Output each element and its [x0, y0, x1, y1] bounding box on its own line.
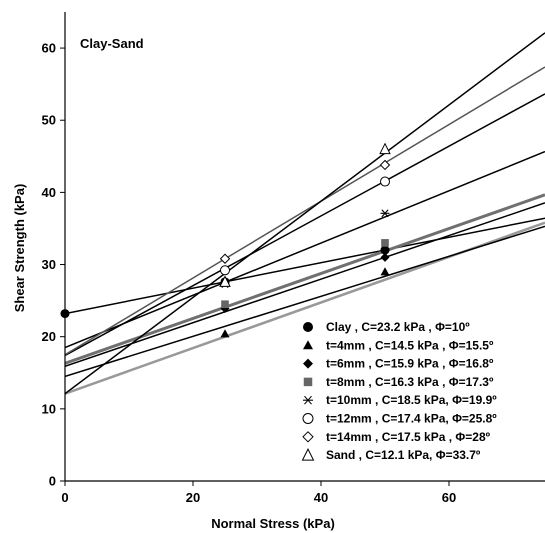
- legend-marker-t-6mm: [303, 358, 313, 369]
- data-point-t-4mm: [380, 267, 390, 276]
- legend-marker-t-8mm: [303, 377, 313, 387]
- legend-marker-t-4mm: [303, 340, 313, 350]
- fit-line-t-14mm: [65, 66, 545, 356]
- axes: 0 10 20 30 40 50 60 0 20 40 60: [42, 12, 545, 505]
- data-point-clay: [380, 245, 390, 255]
- legend: Clay , C=23.2 kPa , Φ=10º t=4mm , C=14.5 …: [301, 320, 497, 462]
- y-tick-label: 30: [42, 257, 56, 272]
- data-point-t-14mm: [379, 159, 391, 171]
- data-point-sand: [379, 142, 391, 155]
- fit-line-clay: [65, 217, 545, 315]
- data-point-t-4mm: [220, 329, 230, 338]
- data-point-t-8mm: [221, 300, 229, 309]
- data-point-t-14mm: [219, 253, 231, 264]
- fit-line-t-12mm: [65, 93, 545, 357]
- y-tick-label: 20: [42, 329, 56, 344]
- data-points: [60, 142, 391, 338]
- fit-line-t-4mm: [65, 225, 545, 378]
- y-tick-label: 0: [49, 474, 56, 489]
- legend-marker-t-10mm-stroke: [304, 395, 312, 405]
- data-point-t-12mm: [220, 265, 230, 276]
- y-tick-label: 60: [42, 41, 56, 56]
- legend-label: t=6mm , C=15.9 kPa , Φ=16.8º: [326, 357, 494, 371]
- y-tick-label: 40: [42, 185, 56, 200]
- legend-marker-t-14mm: [302, 431, 314, 443]
- legend-marker-clay: [303, 322, 313, 332]
- fit-line-t-6mm: [65, 202, 545, 367]
- fit-lines: [65, 32, 545, 395]
- fit-line-t-8mm: [65, 193, 545, 365]
- legend-label: t=8mm , C=16.3 kPa , Φ=17.3º: [326, 375, 494, 389]
- legend-label: Clay , C=23.2 kPa , Φ=10º: [326, 320, 470, 334]
- x-tick-label: 20: [186, 490, 200, 505]
- panel-label: Clay-Sand: [80, 36, 144, 51]
- legend-label: t=4mm , C=14.5 kPa , Φ=15.5º: [326, 338, 494, 352]
- y-tick-label: 50: [42, 113, 56, 128]
- legend-marker-t-12mm: [302, 413, 314, 424]
- data-point-t-8mm: [381, 239, 389, 247]
- legend-label: t=14mm , C=17.5 kPa , Φ=28º: [326, 430, 491, 444]
- legend-label: Sand , C=12.1 kPa, Φ=33.7º: [326, 448, 481, 462]
- legend-label: t=12mm , C=17.4 kPa, Φ=25.8º: [326, 412, 497, 426]
- data-point-t-12mm: [380, 176, 390, 187]
- x-tick-label: 60: [442, 490, 456, 505]
- x-axis-title: Normal Stress (kPa): [211, 516, 335, 531]
- x-tick-label: 0: [61, 490, 68, 505]
- y-tick-label: 10: [42, 401, 56, 416]
- legend-label: t=10mm , C=18.5 kPa, Φ=19.9º: [326, 393, 497, 407]
- data-point-sand: [219, 275, 231, 287]
- legend-marker-sand: [301, 447, 315, 461]
- data-point-t-6mm: [380, 252, 390, 262]
- x-tick-label: 40: [314, 490, 328, 505]
- data-point-t-10mm-stroke: [381, 209, 389, 218]
- y-axis-title: Shear Strength (kPa): [12, 184, 27, 313]
- data-point-t-10mm: [380, 209, 390, 218]
- fit-line-sand: [65, 32, 545, 395]
- legend-marker-t-10mm: [303, 395, 313, 405]
- fit-line-t-10mm: [65, 150, 545, 349]
